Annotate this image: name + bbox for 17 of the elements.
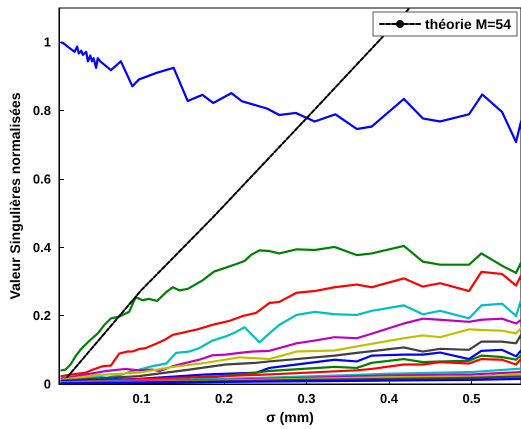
y-tick-label: 0 [44, 376, 51, 392]
y-tick-label: 1 [44, 34, 51, 50]
line-series [60, 244, 521, 372]
x-tick-label: 0.2 [214, 391, 234, 406]
x-axis-title: σ (mm) [266, 409, 314, 425]
line-series [60, 41, 521, 144]
x-tick-label: 0.4 [380, 391, 399, 406]
y-tick-label: 0.8 [32, 103, 51, 118]
legend-label: théorie M=54 [425, 16, 512, 32]
x-tick-label: 0.1 [132, 391, 151, 406]
y-tick-label: 0.6 [32, 171, 51, 186]
y-tick-label: 0.2 [32, 308, 51, 324]
x-tick-label: 0.5 [462, 391, 481, 406]
x-tick-label: 0.3 [297, 391, 316, 406]
line-series [60, 270, 521, 378]
y-tick-label: 0.4 [32, 240, 52, 255]
y-axis-title: Valeur Singulières normalisées [7, 92, 23, 300]
